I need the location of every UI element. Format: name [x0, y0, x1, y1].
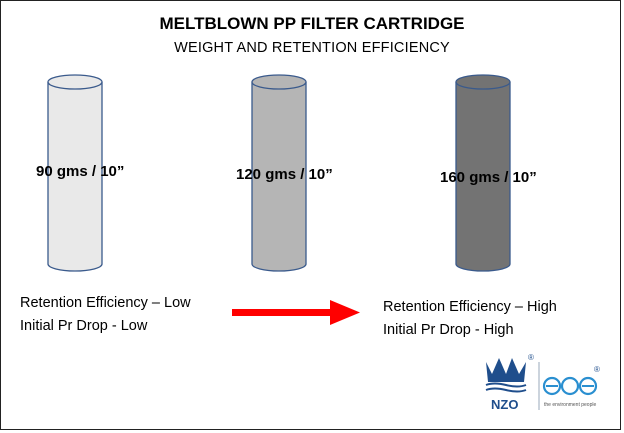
cartridge-label-160: 160 gms / 10” [440, 169, 537, 186]
brand-tagline: the environment people [544, 402, 596, 408]
note-high-pressure: Initial Pr Drop - High [383, 322, 514, 338]
note-high: Retention Efficiency – High Initial Pr D… [383, 296, 557, 342]
cartridge-label-90: 90 gms / 10” [36, 163, 125, 180]
note-high-retention: Retention Efficiency – High [383, 299, 557, 315]
crown-icon [485, 358, 527, 393]
note-low: Retention Efficiency – Low Initial Pr Dr… [20, 292, 191, 338]
cartridge-160gms [455, 74, 511, 272]
svg-text:®: ® [528, 353, 534, 362]
arrow-right-icon [232, 300, 360, 325]
note-low-retention: Retention Efficiency – Low [20, 295, 191, 311]
cartridge-120gms [251, 74, 307, 272]
brand-logos: NZO ® ® the environment people [485, 353, 600, 412]
svg-text:®: ® [594, 365, 600, 374]
cartridge-label-120: 120 gms / 10” [236, 166, 333, 183]
cartridge-90gms [47, 74, 103, 272]
note-low-pressure: Initial Pr Drop - Low [20, 318, 148, 334]
page-subtitle: WEIGHT AND RETENTION EFFICIENCY [174, 40, 450, 56]
page-title: MELTBLOWN PP FILTER CARTRIDGE [159, 14, 465, 33]
brand-nzo: NZO [491, 397, 518, 412]
ege-logo [542, 376, 598, 396]
